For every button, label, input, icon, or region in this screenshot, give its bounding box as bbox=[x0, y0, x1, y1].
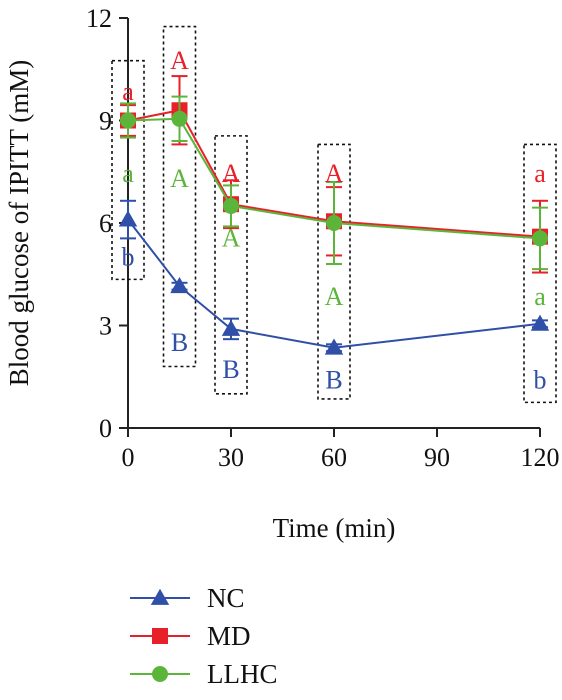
significance-letter: A bbox=[170, 164, 189, 193]
significance-letter: b bbox=[122, 242, 135, 271]
legend: NC MD LLHC bbox=[130, 583, 278, 689]
y-tick-label: 9 bbox=[99, 107, 112, 136]
x-tick-label: 0 bbox=[122, 443, 135, 472]
annotation-boxes bbox=[111, 25, 557, 404]
annotation-letters: a a b A A B A A B A A Ba a b bbox=[122, 46, 547, 394]
data-point bbox=[170, 277, 189, 294]
significance-letter: A bbox=[325, 159, 344, 188]
legend-label: NC bbox=[207, 583, 245, 613]
x-axis-label: Time (min) bbox=[273, 513, 396, 543]
data-point bbox=[223, 197, 239, 214]
data-point bbox=[326, 215, 342, 231]
data-point bbox=[171, 110, 188, 127]
significance-letter: B bbox=[222, 355, 239, 384]
significance-letter: a bbox=[534, 282, 546, 311]
legend-item-nc: NC bbox=[130, 583, 245, 613]
y-tick-label: 0 bbox=[99, 414, 112, 443]
significance-letter: B bbox=[325, 365, 342, 394]
significance-letter: A bbox=[222, 224, 241, 253]
legend-marker bbox=[150, 588, 170, 605]
y-tick-label: 6 bbox=[99, 209, 112, 238]
series-layer bbox=[118, 75, 550, 355]
data-point bbox=[532, 230, 548, 247]
series-nc bbox=[118, 199, 550, 355]
data-point bbox=[120, 112, 136, 129]
y-tick-label: 3 bbox=[99, 312, 112, 341]
significance-letter: A bbox=[222, 159, 241, 188]
data-point bbox=[530, 314, 550, 331]
significance-letter: a bbox=[122, 159, 134, 188]
annotation-box bbox=[523, 143, 557, 404]
data-point bbox=[221, 319, 241, 336]
annotation-box bbox=[111, 59, 145, 281]
significance-letter: a bbox=[534, 159, 546, 188]
annotation-box bbox=[214, 135, 248, 395]
significance-letter: b bbox=[534, 365, 547, 394]
legend-marker bbox=[152, 666, 168, 682]
x-ticks: 0 30 60 90 120 bbox=[122, 428, 560, 472]
significance-letter: A bbox=[325, 282, 344, 311]
x-tick-label: 60 bbox=[321, 443, 347, 472]
data-point bbox=[324, 338, 344, 355]
y-ticks: 0 3 6 9 12 bbox=[86, 4, 128, 443]
significance-letter: a bbox=[122, 77, 134, 106]
x-tick-label: 90 bbox=[424, 443, 450, 472]
x-tick-label: 120 bbox=[521, 443, 560, 472]
y-axis-label: Blood glucose of IPITT (mM) bbox=[4, 60, 34, 386]
data-point bbox=[118, 210, 138, 227]
legend-label: MD bbox=[207, 621, 251, 651]
legend-marker bbox=[152, 628, 168, 644]
legend-item-llhc: LLHC bbox=[130, 659, 278, 689]
series-llhc bbox=[120, 95, 548, 271]
annotation-box bbox=[317, 143, 351, 400]
significance-letter: A bbox=[170, 46, 189, 75]
x-tick-label: 30 bbox=[218, 443, 244, 472]
significance-letter: B bbox=[171, 328, 188, 357]
legend-label: LLHC bbox=[207, 659, 278, 689]
legend-item-md: MD bbox=[130, 621, 251, 651]
y-tick-label: 12 bbox=[86, 4, 112, 33]
